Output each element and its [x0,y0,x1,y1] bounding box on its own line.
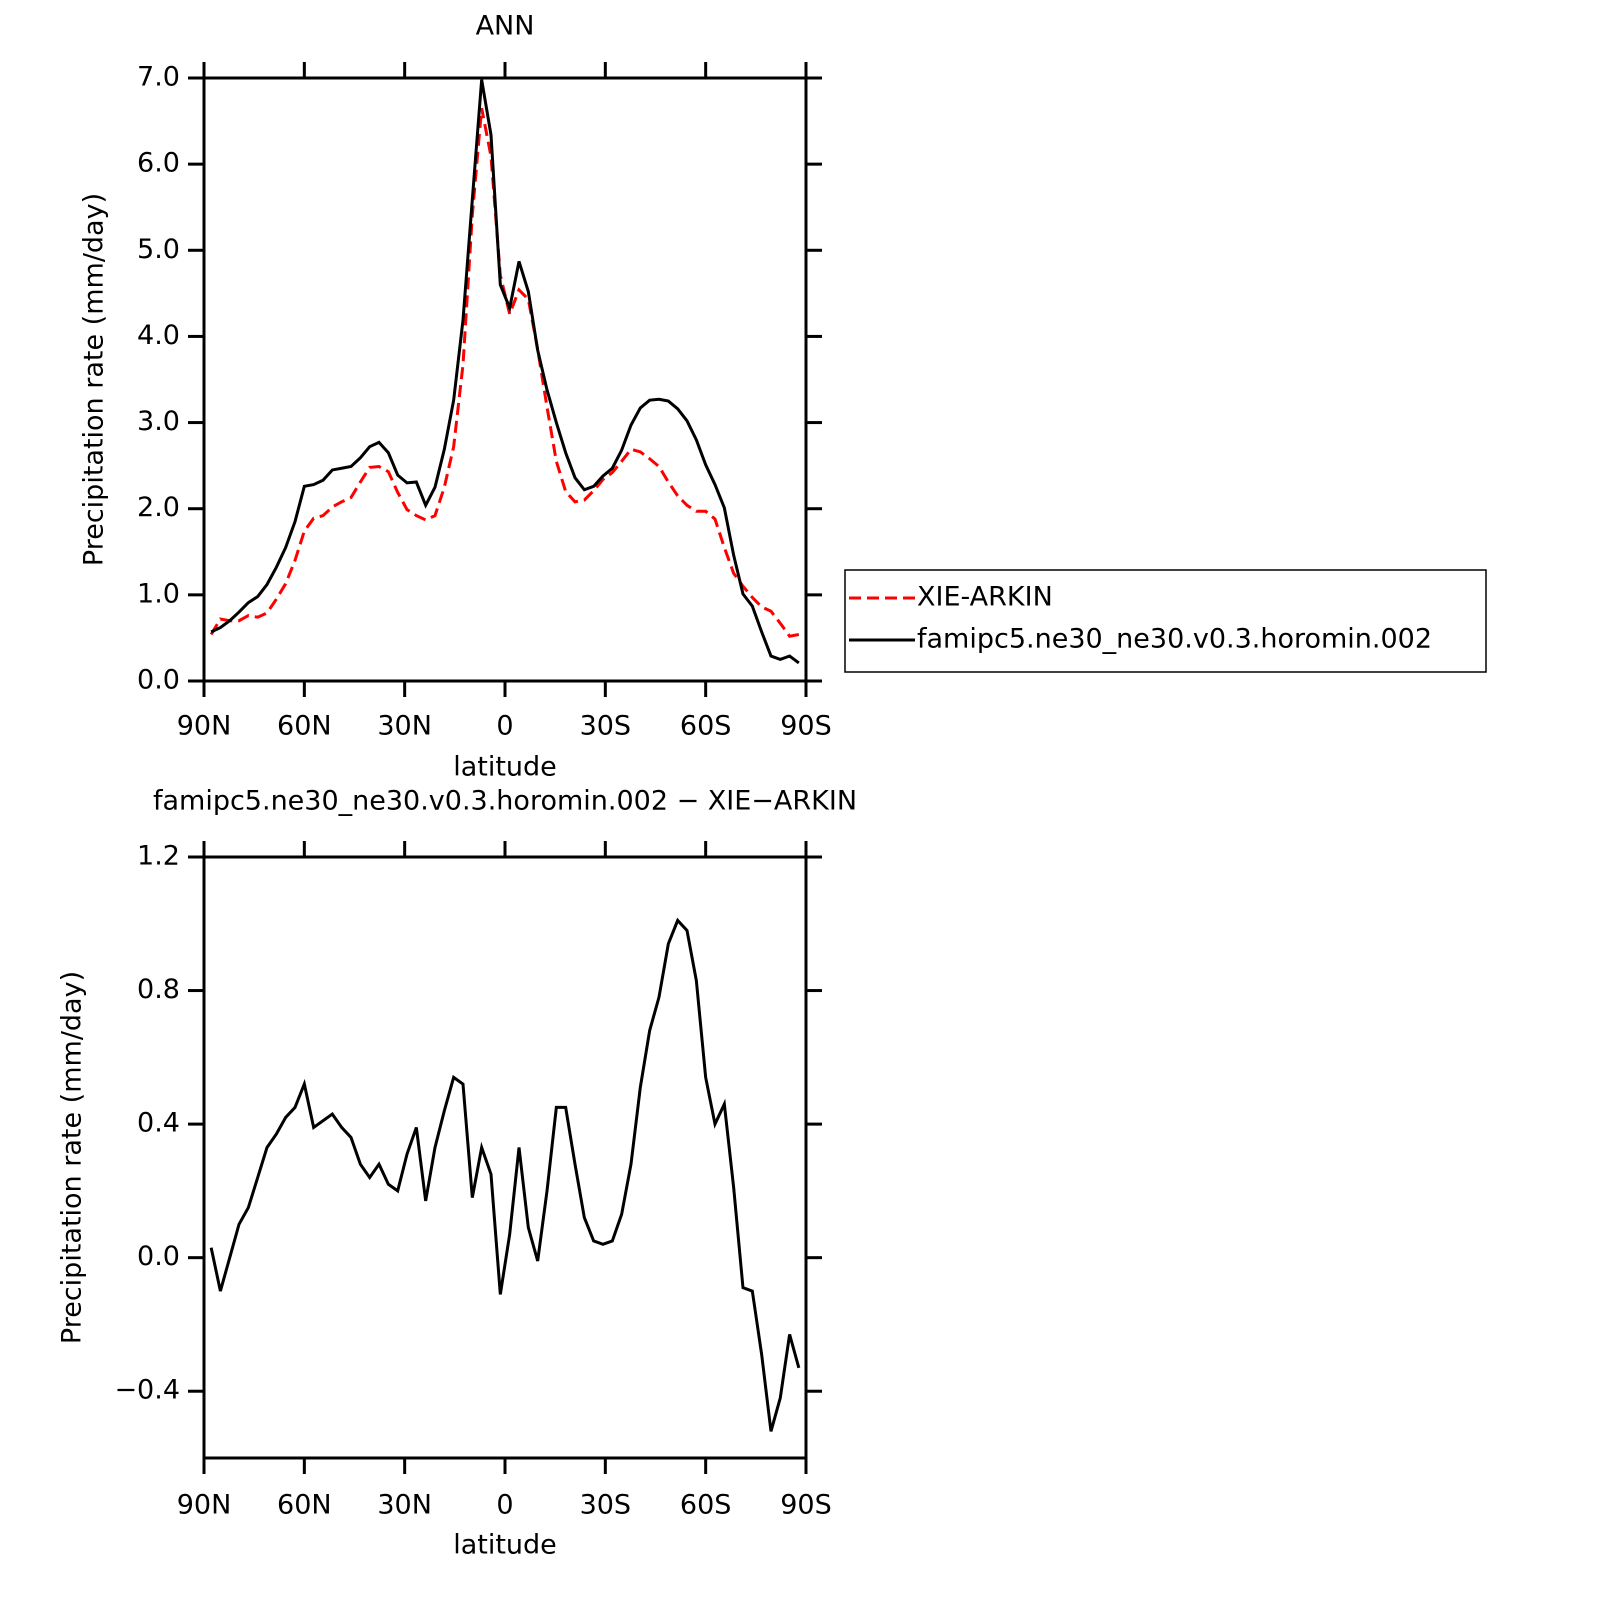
x-tick-label: 0 [496,711,513,742]
legend-box [844,569,1487,673]
y-tick-label: 0.0 [137,665,180,696]
y-axis-label: Precipitation rate (mm/day) [57,971,88,1344]
x-tick-label: 30S [580,711,632,742]
y-tick-label: 7.0 [137,62,180,93]
y-tick-label: 5.0 [137,234,180,265]
x-tick-label: 60S [680,711,732,742]
x-tick-label: 30N [377,1490,432,1521]
y-tick-label: 6.0 [137,148,180,179]
plot-frame [202,855,808,1460]
x-tick-label: 30N [377,711,432,742]
x-tick-label: 90N [177,711,232,742]
y-axis-label: Precipitation rate (mm/day) [79,193,110,566]
x-tick-label: 60S [680,1490,732,1521]
x-tick-label: 90S [780,1490,832,1521]
x-axis-label: latitude [453,752,557,783]
y-tick-label: 3.0 [137,406,180,437]
x-tick-label: 60N [277,1490,332,1521]
x-tick-label: 0 [496,1490,513,1521]
y-tick-label: 0.4 [137,1108,180,1139]
chart-title: famipc5.ne30_ne30.v0.3.horomin.002 − XIE… [153,786,857,817]
y-tick-label: 4.0 [137,320,180,351]
y-tick-label: 1.0 [137,578,180,609]
data-line [209,107,800,638]
y-tick-label: −0.4 [114,1375,180,1406]
x-tick-label: 60N [277,711,332,742]
y-tick-label: 0.0 [137,1241,180,1272]
y-tick-label: 0.8 [137,974,180,1005]
data-line [209,917,801,1432]
y-tick-label: 2.0 [137,492,180,523]
legend-label: famipc5.ne30_ne30.v0.3.horomin.002 [917,624,1432,655]
y-tick-label: 1.2 [137,841,180,872]
x-tick-label: 30S [580,1490,632,1521]
legend-label: XIE-ARKIN [917,582,1053,613]
plot-frame [202,76,808,683]
x-tick-label: 90S [780,711,832,742]
x-axis-label: latitude [453,1530,557,1561]
chart-title: ANN [476,11,535,42]
data-line [210,79,800,665]
x-tick-label: 90N [177,1490,232,1521]
